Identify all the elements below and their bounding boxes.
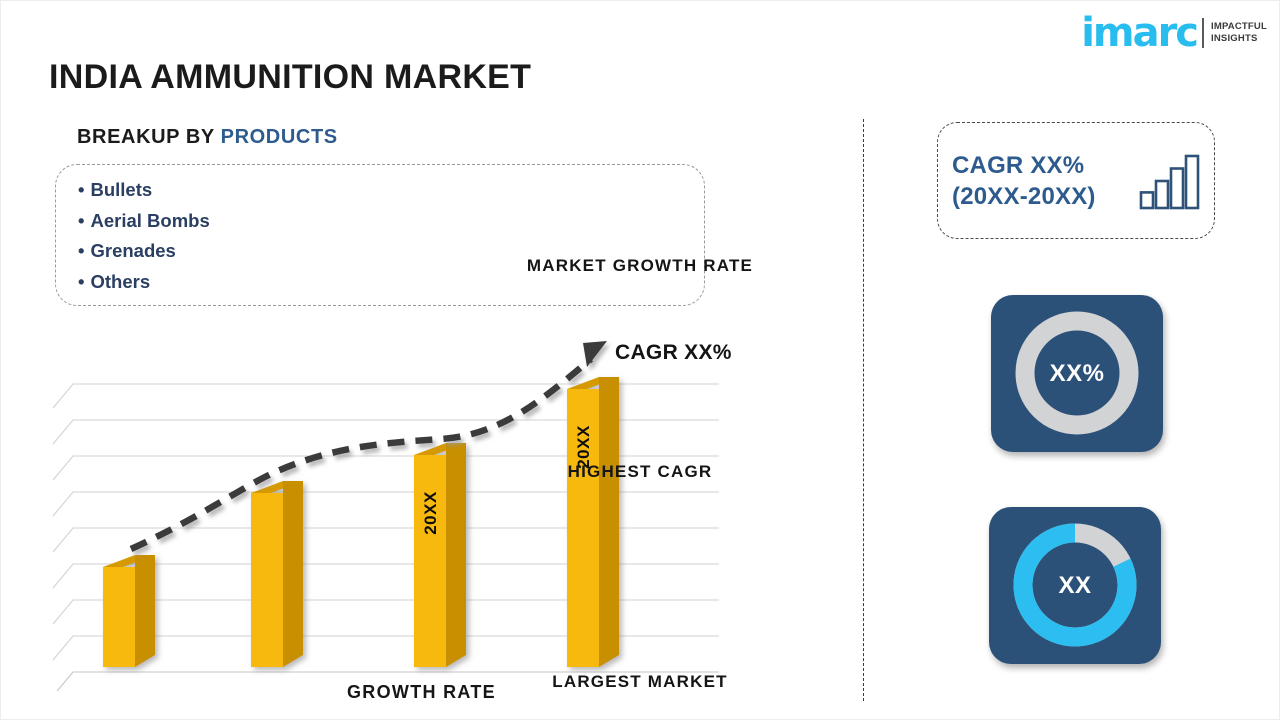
market-growth-period-line: (20XX-20XX) xyxy=(952,182,1096,210)
largest-market-donut xyxy=(1013,523,1137,647)
chart-cagr-annotation: CAGR XX% xyxy=(615,341,732,364)
highest-cagr-value: XX% xyxy=(1049,359,1105,387)
products-box: • Bullets • Aerial Bombs • Grenades • Others xyxy=(55,164,705,306)
bar-label-3: 20XX xyxy=(421,491,440,535)
list-item-label: Grenades xyxy=(90,240,176,261)
highest-cagr-donut xyxy=(1015,311,1139,435)
chart-bar-3: 20XX xyxy=(414,443,466,667)
caption-market-growth-rate: MARKET GROWTH RATE xyxy=(526,256,754,275)
list-item: • Bullets xyxy=(78,175,210,206)
logo-wordmark: imarc xyxy=(1081,10,1199,56)
caption-largest-market: LARGEST MARKET xyxy=(552,672,728,691)
bullet-icon: • xyxy=(78,240,85,261)
bullet-icon: • xyxy=(78,179,85,200)
chart-bar-1 xyxy=(103,555,155,667)
ascending-bars-icon xyxy=(1139,154,1200,209)
list-item: • Others xyxy=(78,267,210,298)
chart-trend-line xyxy=(129,341,607,552)
logo-tagline-line2: INSIGHTS xyxy=(1211,33,1258,44)
largest-market-arc xyxy=(1013,523,1137,647)
list-item: • Aerial Bombs xyxy=(78,206,210,237)
panel-divider xyxy=(863,119,864,701)
bar-label-4: 20XX xyxy=(574,425,593,469)
list-item: • Grenades xyxy=(78,236,210,267)
products-list: • Bullets • Aerial Bombs • Grenades • Others xyxy=(78,175,210,297)
growth-rate-bar-chart: 20XX 20XX xyxy=(51,331,751,691)
bullet-icon: • xyxy=(78,209,85,231)
trend-arrowhead xyxy=(583,341,607,367)
page-title: INDIA AMMUNITION MARKET xyxy=(49,58,532,96)
logo-tagline: IMPACTFUL INSIGHTS xyxy=(1211,21,1267,45)
largest-market-card: XX xyxy=(989,507,1161,664)
list-item-label: Aerial Bombs xyxy=(90,209,210,231)
chart-gridlines xyxy=(52,383,719,691)
breakup-heading: BREAKUP BY PRODUCTS xyxy=(77,126,338,149)
list-item-label: Bullets xyxy=(90,179,153,200)
chart-bar-2 xyxy=(251,481,303,667)
highest-cagr-card: XX% xyxy=(991,295,1163,452)
logo-tagline-line1: IMPACTFUL xyxy=(1211,21,1267,32)
chart-axis-label: GROWTH RATE xyxy=(347,682,496,702)
market-growth-cagr-line: CAGR XX% xyxy=(952,151,1085,179)
market-growth-rate-box: CAGR XX% (20XX-20XX) xyxy=(937,122,1215,239)
chart-bar-4: 20XX xyxy=(567,377,619,667)
list-item-label: Others xyxy=(90,270,151,292)
imarc-logo: imarc IMPACTFUL INSIGHTS xyxy=(1081,11,1267,55)
caption-highest-cagr: HIGHEST CAGR xyxy=(567,462,713,481)
chart-svg: 20XX 20XX xyxy=(52,341,719,691)
breakup-heading-prefix: BREAKUP BY xyxy=(77,126,221,148)
bullet-icon: • xyxy=(78,270,85,292)
breakup-heading-accent: PRODUCTS xyxy=(220,126,338,148)
largest-market-value: XX xyxy=(1058,571,1092,599)
market-growth-rate-text: CAGR XX% (20XX-20XX) xyxy=(952,150,1136,212)
logo-divider xyxy=(1202,18,1205,48)
